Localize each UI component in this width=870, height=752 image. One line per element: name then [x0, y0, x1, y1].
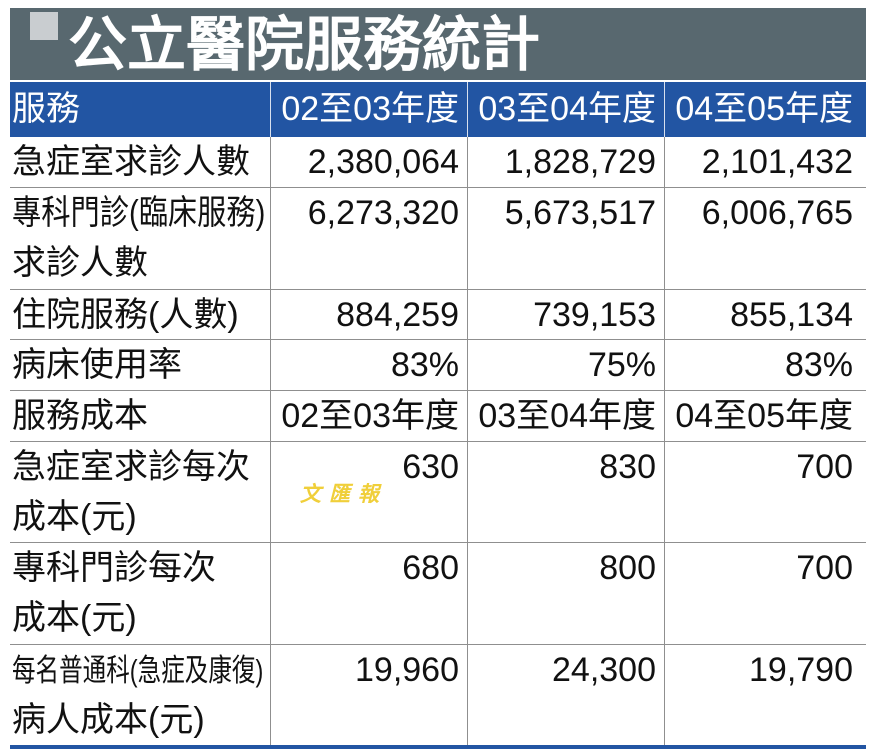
row-label: 病床使用率 [10, 340, 270, 390]
table-row: 急症室求診人數 2,380,064 1,828,729 2,101,432 [10, 137, 866, 188]
row-label: 每名普通科(急症及康復) 病人成本(元) [10, 645, 270, 745]
value-2003-04: 830 [467, 442, 664, 542]
value-2004-05: 700 [664, 442, 866, 542]
row-label-line: 病人成本(元) [12, 701, 205, 739]
value-2004-05: 83% [664, 340, 866, 390]
value-2002-03: 630 [270, 442, 467, 542]
table-title: 公立醫院服務統計 [68, 12, 541, 78]
row-label-line: 急症室求診人數 [12, 143, 250, 181]
row-label: 住院服務(人數) [10, 290, 270, 339]
row-label-line: 成本(元) [12, 599, 137, 637]
row-label-line: 每名普通科(急症及康復) [12, 645, 270, 695]
row-label-line: 專科門診(臨床服務) [12, 188, 270, 238]
row-label-line: 成本(元) [12, 498, 137, 536]
table-row: 每名普通科(急症及康復) 病人成本(元) 19,960 24,300 19,79… [10, 645, 866, 745]
value-2002-03: 680 [270, 543, 467, 644]
row-label: 專科門診(臨床服務) 求診人數 [10, 188, 270, 289]
row-label-line: 求診人數 [12, 244, 148, 282]
subheader-row: 服務成本 02至03年度 03至04年度 04至05年度 [10, 391, 866, 442]
title-bar: 公立醫院服務統計 [10, 8, 866, 80]
value-2002-03: 2,380,064 [270, 137, 467, 187]
row-label-line: 專科門診每次 [12, 549, 216, 587]
table-row: 住院服務(人數) 884,259 739,153 855,134 [10, 290, 866, 340]
value-2004-05: 855,134 [664, 290, 866, 339]
header-row: 服務 02至03年度 03至04年度 04至05年度 [10, 82, 866, 137]
row-label-line: 急症室求診每次 [12, 448, 250, 486]
subheader-2002-03: 02至03年度 [270, 391, 467, 441]
statistics-table: 服務 02至03年度 03至04年度 04至05年度 急症室求診人數 2,380… [10, 82, 866, 749]
value-2002-03: 884,259 [270, 290, 467, 339]
row-label-line: 住院服務(人數) [12, 296, 239, 334]
row-label-line: 病床使用率 [12, 346, 182, 384]
subheader-2004-05: 04至05年度 [664, 391, 866, 441]
column-header-2002-03: 02至03年度 [270, 82, 467, 137]
row-label-line: 服務成本 [12, 397, 148, 435]
value-2004-05: 19,790 [664, 645, 866, 745]
value-2004-05: 2,101,432 [664, 137, 866, 187]
value-2002-03: 19,960 [270, 645, 467, 745]
value-2003-04: 24,300 [467, 645, 664, 745]
column-header-2004-05: 04至05年度 [664, 82, 866, 137]
row-label: 服務成本 [10, 391, 270, 441]
value-2003-04: 5,673,517 [467, 188, 664, 289]
newspaper-watermark: 文匯報 [300, 481, 387, 506]
row-label-text: 每名普通科(急症及康復) [12, 653, 264, 688]
column-header-service: 服務 [12, 90, 80, 128]
value-2003-04: 1,828,729 [467, 137, 664, 187]
value-2003-04: 739,153 [467, 290, 664, 339]
table-row: 病床使用率 83% 75% 83% [10, 340, 866, 391]
row-label-text: 專科門診(臨床服務) [12, 194, 266, 232]
value-2004-05: 700 [664, 543, 866, 644]
table-row: 專科門診每次 成本(元) 680 800 700 [10, 543, 866, 645]
statistics-panel: 公立醫院服務統計 服務 02至03年度 03至04年度 04至05年度 急症室求… [10, 8, 866, 749]
value-2004-05: 6,006,765 [664, 188, 866, 289]
value-2003-04: 75% [467, 340, 664, 390]
table-row: 專科門診(臨床服務) 求診人數 6,273,320 5,673,517 6,00… [10, 188, 866, 290]
column-header-2003-04: 03至04年度 [467, 82, 664, 137]
title-marker [30, 12, 58, 40]
value-2002-03: 6,273,320 [270, 188, 467, 289]
row-label: 專科門診每次 成本(元) [10, 543, 270, 644]
row-label: 急症室求診每次 成本(元) [10, 442, 270, 542]
value-2003-04: 800 [467, 543, 664, 644]
table-row: 急症室求診每次 成本(元) 630 830 700 [10, 442, 866, 543]
bottom-rule [10, 745, 866, 749]
value-2002-03: 83% [270, 340, 467, 390]
subheader-2003-04: 03至04年度 [467, 391, 664, 441]
row-label: 急症室求診人數 [10, 137, 270, 187]
